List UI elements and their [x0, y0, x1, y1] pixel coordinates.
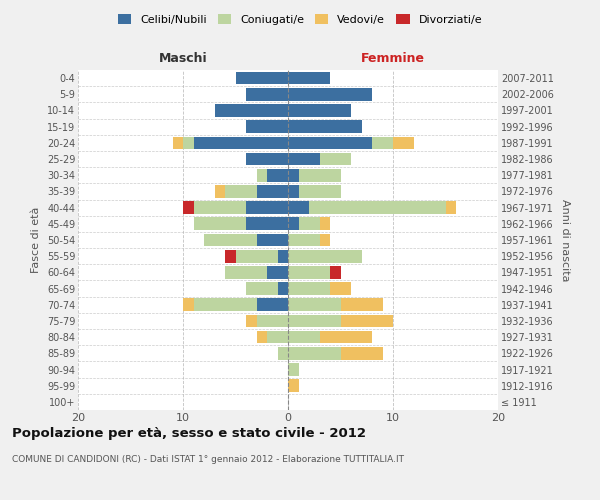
Bar: [277, 347, 288, 360]
Bar: [225, 266, 267, 278]
Bar: [288, 363, 299, 376]
Bar: [173, 136, 183, 149]
Bar: [246, 152, 288, 166]
Bar: [288, 234, 320, 246]
Bar: [257, 185, 288, 198]
Bar: [183, 136, 193, 149]
Bar: [320, 152, 351, 166]
Bar: [372, 136, 393, 149]
Bar: [288, 380, 299, 392]
Bar: [288, 152, 320, 166]
Text: Maschi: Maschi: [158, 52, 208, 65]
Bar: [257, 331, 267, 344]
Bar: [393, 136, 414, 149]
Bar: [320, 331, 372, 344]
Bar: [341, 347, 383, 360]
Bar: [193, 298, 257, 311]
Bar: [215, 185, 225, 198]
Bar: [193, 202, 246, 214]
Bar: [445, 202, 456, 214]
Text: COMUNE DI CANDIDONI (RC) - Dati ISTAT 1° gennaio 2012 - Elaborazione TUTTITALIA.: COMUNE DI CANDIDONI (RC) - Dati ISTAT 1°…: [12, 455, 404, 464]
Text: Femmine: Femmine: [361, 52, 425, 65]
Bar: [235, 72, 288, 85]
Bar: [309, 202, 445, 214]
Text: Popolazione per età, sesso e stato civile - 2012: Popolazione per età, sesso e stato civil…: [12, 428, 366, 440]
Bar: [288, 266, 330, 278]
Bar: [204, 234, 257, 246]
Bar: [320, 234, 330, 246]
Bar: [193, 218, 246, 230]
Bar: [246, 202, 288, 214]
Bar: [288, 120, 361, 133]
Legend: Celibi/Nubili, Coniugati/e, Vedovi/e, Divorziati/e: Celibi/Nubili, Coniugati/e, Vedovi/e, Di…: [115, 10, 485, 28]
Bar: [288, 218, 299, 230]
Bar: [299, 185, 341, 198]
Bar: [246, 218, 288, 230]
Bar: [320, 218, 330, 230]
Bar: [299, 218, 320, 230]
Bar: [235, 250, 277, 262]
Bar: [288, 136, 372, 149]
Bar: [288, 104, 351, 117]
Bar: [341, 298, 383, 311]
Y-axis label: Fasce di età: Fasce di età: [31, 207, 41, 273]
Y-axis label: Anni di nascita: Anni di nascita: [560, 198, 571, 281]
Bar: [330, 282, 351, 295]
Bar: [246, 282, 277, 295]
Bar: [183, 298, 193, 311]
Bar: [246, 88, 288, 101]
Bar: [183, 202, 193, 214]
Bar: [246, 314, 257, 328]
Bar: [277, 250, 288, 262]
Bar: [267, 331, 288, 344]
Bar: [267, 169, 288, 181]
Bar: [257, 169, 267, 181]
Bar: [257, 314, 288, 328]
Bar: [277, 282, 288, 295]
Bar: [288, 282, 330, 295]
Bar: [288, 298, 341, 311]
Bar: [225, 250, 235, 262]
Bar: [257, 298, 288, 311]
Bar: [225, 185, 257, 198]
Bar: [299, 169, 341, 181]
Bar: [288, 347, 341, 360]
Bar: [267, 266, 288, 278]
Bar: [288, 250, 361, 262]
Bar: [288, 72, 330, 85]
Bar: [288, 314, 341, 328]
Bar: [215, 104, 288, 117]
Bar: [288, 202, 309, 214]
Bar: [341, 314, 393, 328]
Bar: [288, 185, 299, 198]
Bar: [330, 266, 341, 278]
Bar: [288, 88, 372, 101]
Bar: [288, 331, 320, 344]
Bar: [193, 136, 288, 149]
Bar: [257, 234, 288, 246]
Bar: [246, 120, 288, 133]
Bar: [288, 169, 299, 181]
